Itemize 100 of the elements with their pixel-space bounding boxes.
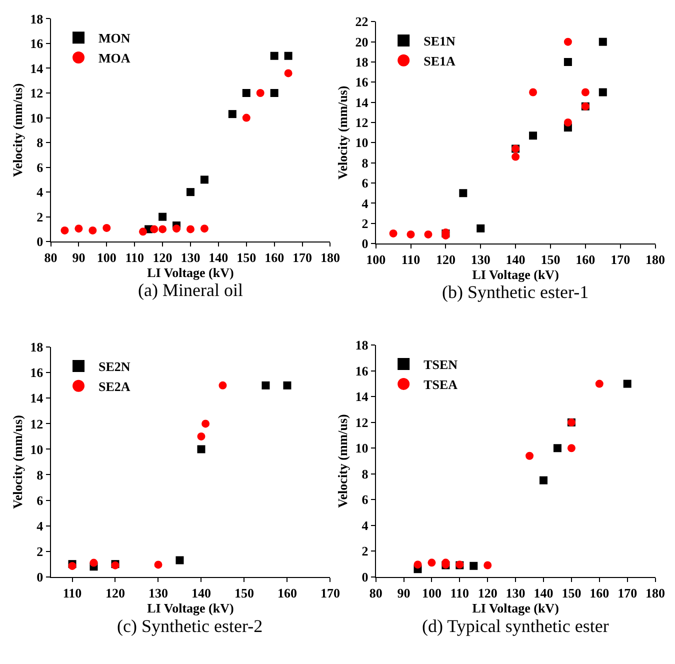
- y-tick-label: 14: [355, 94, 369, 110]
- y-tick-label: 0: [362, 569, 368, 584]
- x-tick-label: 170: [292, 250, 312, 266]
- point: [88, 226, 97, 234]
- y-tick-label: 18: [355, 338, 369, 353]
- point: [595, 380, 604, 388]
- point: [90, 558, 98, 567]
- x-tick-label: 110: [62, 585, 82, 600]
- y-axis-title: Velocity (mm/us): [10, 83, 26, 178]
- point: [262, 381, 270, 390]
- x-axis-title: LI Voltage (kV): [147, 600, 234, 616]
- x-axis-title: LI Voltage (kV): [147, 265, 234, 280]
- x-tick-label: 80: [44, 250, 58, 266]
- y-tick-label: 2: [36, 544, 44, 559]
- point: [138, 228, 147, 236]
- text: (a) Mineral oil: [138, 280, 243, 300]
- point: [598, 38, 607, 46]
- point: [540, 476, 548, 484]
- point: [428, 558, 436, 567]
- x-tick-label: 120: [105, 585, 125, 600]
- x-tick-label: 80: [369, 585, 382, 600]
- y-tick-label: 4: [362, 518, 369, 533]
- point: [202, 420, 210, 428]
- point: [200, 224, 208, 233]
- y-axis-title: Velocity (mm/us): [335, 86, 350, 180]
- x-tick-label: 90: [397, 585, 410, 600]
- point: [567, 444, 576, 452]
- y-tick-label: 0: [36, 569, 44, 584]
- x-axis-title: LI Voltage (kV): [472, 600, 559, 616]
- y-tick-label: 10: [355, 135, 368, 150]
- x-tick-label: 170: [610, 252, 630, 268]
- y-tick-label: 6: [36, 160, 44, 175]
- x-tick-label: 120: [152, 250, 172, 266]
- x-tick-label: 140: [534, 585, 554, 600]
- point: [228, 110, 236, 118]
- y-tick-label: 16: [30, 365, 44, 380]
- y-tick-label: 12: [30, 416, 44, 432]
- x-tick-label: 140: [208, 250, 228, 266]
- y-tick-label: 18: [355, 54, 369, 70]
- x-tick-label: 120: [436, 252, 456, 268]
- point: [564, 38, 572, 46]
- x-tick-label: 170: [618, 585, 638, 600]
- y-tick-label: 2: [362, 544, 368, 559]
- point: [564, 58, 572, 66]
- y-tick-label: 4: [362, 196, 369, 211]
- x-tick-label: 140: [506, 252, 526, 268]
- x-tick-label: 120: [478, 585, 498, 600]
- point: [74, 224, 83, 233]
- y-tick-label: 4: [36, 184, 44, 200]
- point: [529, 88, 538, 96]
- x-tick-label: 180: [646, 585, 666, 600]
- y-tick-label: 12: [30, 86, 44, 101]
- legend-label: TSEA: [424, 377, 458, 392]
- legend-label: MOA: [98, 50, 131, 66]
- x-axis-title: LI Voltage (kV): [472, 267, 559, 282]
- point: [60, 226, 69, 234]
- y-tick-label: 4: [36, 518, 44, 534]
- y-tick-label: 8: [362, 466, 369, 482]
- x-tick-label: 150: [236, 250, 256, 266]
- x-tick-label: 130: [506, 585, 526, 600]
- point: [270, 52, 278, 60]
- point: [242, 114, 250, 122]
- y-tick-label: 14: [30, 390, 44, 406]
- x-tick-label: 160: [277, 585, 297, 600]
- x-tick-label: 110: [450, 585, 470, 600]
- point: [197, 432, 206, 440]
- point: [154, 560, 162, 569]
- point: [102, 224, 111, 232]
- point: [158, 212, 167, 221]
- x-tick-label: 150: [540, 252, 560, 268]
- x-tick-label: 110: [125, 250, 144, 266]
- point: [284, 52, 292, 60]
- y-tick-label: 14: [355, 389, 369, 404]
- point: [553, 444, 562, 452]
- y-tick-label: 16: [355, 363, 369, 378]
- point: [581, 88, 590, 96]
- point: [470, 562, 478, 570]
- point: [200, 176, 208, 184]
- legend-label: TSEN: [424, 357, 458, 372]
- x-tick-label: 140: [191, 585, 211, 600]
- y-tick-label: 20: [355, 34, 368, 50]
- point: [158, 225, 167, 234]
- y-tick-label: 22: [355, 14, 368, 30]
- legend-label: SE1A: [424, 53, 456, 68]
- point: [186, 225, 194, 234]
- y-tick-label: 16: [355, 74, 369, 90]
- point: [526, 452, 534, 460]
- y-tick-label: 8: [36, 467, 44, 482]
- y-tick-label: 6: [362, 176, 369, 191]
- y-tick-label: 18: [30, 11, 44, 26]
- point: [150, 225, 158, 234]
- point: [623, 380, 632, 388]
- y-tick-label: 12: [355, 414, 368, 430]
- x-tick-label: 130: [148, 585, 168, 600]
- point: [172, 224, 181, 233]
- point: [197, 445, 206, 454]
- x-tick-label: 160: [590, 585, 610, 600]
- y-tick-label: 0: [36, 234, 44, 250]
- point: [414, 560, 422, 569]
- y-tick-label: 2: [362, 216, 368, 231]
